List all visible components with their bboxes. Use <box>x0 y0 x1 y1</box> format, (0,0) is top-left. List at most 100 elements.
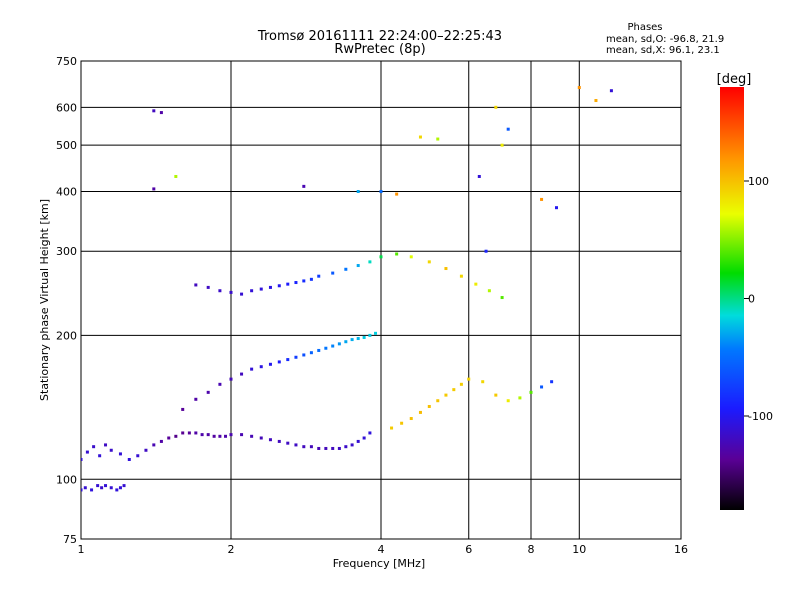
data-point <box>518 396 522 400</box>
data-point <box>309 277 313 281</box>
data-point <box>194 283 198 287</box>
data-point <box>152 443 156 447</box>
data-point <box>500 143 504 147</box>
data-point <box>206 390 210 394</box>
data-point <box>356 264 360 268</box>
x-tick-label: 2 <box>228 543 235 556</box>
y-axis-ticks: 75 100 200 300 400 500 600 750 <box>56 55 77 546</box>
data-point <box>540 197 544 201</box>
data-point <box>481 380 485 384</box>
data-point <box>350 338 354 342</box>
colorbar-ticks: 100 0 -100 <box>744 175 773 423</box>
data-point <box>250 289 254 293</box>
data-point <box>104 484 108 488</box>
data-point <box>302 445 306 449</box>
data-point <box>418 410 422 414</box>
data-point <box>200 433 204 437</box>
y-tick-label: 500 <box>56 139 77 152</box>
data-point <box>395 252 399 256</box>
data-point <box>362 335 366 339</box>
data-point <box>350 443 354 447</box>
data-point <box>194 431 198 435</box>
data-point <box>100 486 104 490</box>
data-point <box>554 206 558 210</box>
data-point <box>331 271 335 275</box>
data-point <box>368 260 372 264</box>
data-point <box>436 137 440 141</box>
data-point <box>115 488 119 492</box>
data-point <box>356 189 360 193</box>
data-point <box>436 399 440 403</box>
x-tick-label: 10 <box>572 543 586 556</box>
data-point <box>277 439 281 443</box>
x-tick-label: 8 <box>528 543 535 556</box>
data-point <box>181 407 185 411</box>
data-point <box>159 111 163 115</box>
data-point <box>259 436 263 440</box>
data-point <box>277 360 281 364</box>
data-point <box>452 388 456 392</box>
data-point <box>444 393 448 397</box>
data-point <box>506 127 510 131</box>
data-point <box>92 445 96 449</box>
data-point <box>302 184 306 188</box>
data-point <box>206 285 210 289</box>
data-point <box>484 249 488 253</box>
y-tick-label: 300 <box>56 245 77 258</box>
y-tick-label: 600 <box>56 101 77 114</box>
data-point <box>418 135 422 139</box>
y-tick-label: 750 <box>56 55 77 68</box>
data-point <box>309 351 313 355</box>
x-tick-label: 1 <box>78 543 85 556</box>
y-tick-label: 400 <box>56 185 77 198</box>
colorbar-tick-label: -100 <box>748 410 773 423</box>
data-point <box>368 333 372 337</box>
y-tick-label: 200 <box>56 329 77 342</box>
data-point <box>477 174 481 178</box>
data-point <box>229 377 233 381</box>
x-axis-label: Frequency [MHz] <box>333 557 425 570</box>
data-point <box>167 436 171 440</box>
data-point <box>240 292 244 296</box>
data-point <box>427 404 431 408</box>
x-tick-label: 6 <box>465 543 472 556</box>
stats-o-mode: mean, sd,O: -96.8, 21.9 <box>606 34 724 45</box>
data-point <box>317 446 321 450</box>
colorbar-tick-label: 100 <box>748 175 769 188</box>
data-point <box>259 365 263 369</box>
data-point <box>344 445 348 449</box>
data-point <box>467 377 471 381</box>
data-point <box>118 452 122 456</box>
x-axis-ticks: 1 2 4 6 8 10 16 <box>78 543 689 556</box>
data-point <box>331 344 335 348</box>
data-point <box>122 484 126 488</box>
data-points <box>81 86 613 492</box>
data-point <box>368 431 372 435</box>
data-point <box>362 436 366 440</box>
data-point <box>324 446 328 450</box>
data-point <box>550 380 554 384</box>
data-point <box>181 431 185 435</box>
data-point <box>344 340 348 344</box>
data-point <box>374 331 378 335</box>
data-point <box>127 457 131 461</box>
data-point <box>118 486 122 490</box>
data-point <box>218 434 222 438</box>
chart-subtitle: RwPretec (8p) <box>334 42 425 57</box>
colorbar-tick-label: 0 <box>748 293 755 306</box>
data-point <box>459 274 463 278</box>
data-point <box>286 358 290 362</box>
data-point <box>174 174 178 178</box>
data-point <box>529 390 533 394</box>
data-point <box>356 439 360 443</box>
data-point <box>109 448 113 452</box>
y-tick-label: 75 <box>63 533 77 546</box>
data-point <box>487 289 491 293</box>
data-point <box>294 355 298 359</box>
data-point <box>302 279 306 283</box>
y-axis-label: Stationary phase Virtual Height [km] <box>38 199 51 401</box>
data-point <box>494 393 498 397</box>
data-point <box>218 382 222 386</box>
data-point <box>98 454 102 458</box>
stats-heading: Phases <box>627 22 662 33</box>
